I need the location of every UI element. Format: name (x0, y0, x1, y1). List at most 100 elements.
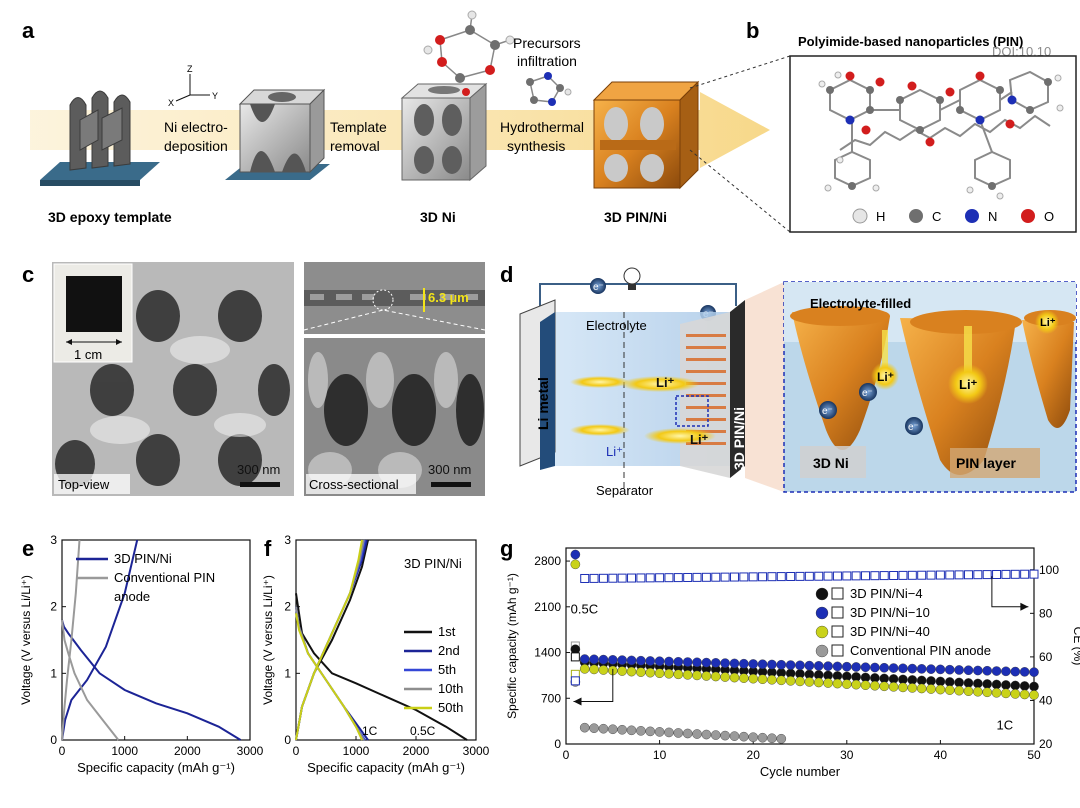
y2-tick-label: 100 (1039, 563, 1059, 577)
electron-label-left: e⁻ (593, 282, 604, 293)
capacity-point-conventional-pin-anode (645, 726, 656, 737)
capacity-point-3d-pin-ni-10 (1019, 667, 1030, 677)
capacity-point-3d-pin-ni-10 (935, 664, 946, 675)
y2-tick-label: 40 (1039, 693, 1053, 707)
capacity-point-3d-pin-ni-40 (757, 674, 768, 685)
x-tick-label: 2000 (403, 744, 430, 758)
zoom-pin-layer-label: PIN layer (956, 455, 1016, 471)
capacity-point-3d-pin-ni-4 (1019, 681, 1030, 691)
x-tick-label: 0 (563, 748, 570, 762)
legend-ball (815, 606, 829, 620)
ce-point-3d-pin-ni-10 (982, 570, 992, 580)
capacity-point-3d-pin-ni-10 (973, 665, 983, 676)
y-tick-label: 2100 (534, 600, 561, 614)
capacity-point-3d-pin-ni-40 (645, 667, 656, 678)
capacity-point-3d-pin-ni-40 (579, 664, 590, 674)
plot-frame (565, 547, 1035, 745)
pin-molecule-structure (818, 70, 1064, 200)
precursor-molecule-small (526, 72, 572, 106)
capacity-point-3d-pin-ni-10 (598, 654, 609, 665)
inset-scale-label: 1 cm (74, 347, 102, 362)
legend-label: Conventional PIN (114, 570, 215, 585)
legend-label-c: C (932, 209, 941, 224)
capacity-point-3d-pin-ni-10 (842, 661, 852, 672)
step-hydrothermal-2: synthesis (507, 138, 565, 154)
panel-g-letter: g (500, 536, 513, 561)
ce-point-3d-pin-ni-4 (570, 652, 580, 662)
li-ion-label-2: Li⁺ (690, 432, 709, 447)
capacity-point-3d-pin-ni-40 (720, 672, 730, 682)
li-ion-label-3: Li⁺ (606, 444, 623, 459)
capacity-point-3d-pin-ni-10 (963, 665, 974, 676)
ce-point-3d-pin-ni-10 (655, 573, 665, 583)
capacity-point-3d-pin-ni-10 (982, 665, 993, 676)
ce-point-3d-pin-ni-10 (739, 572, 749, 582)
ce-point-3d-pin-ni-10 (795, 571, 805, 581)
capacity-point-3d-pin-ni-10 (757, 659, 768, 670)
capacity-point-3d-pin-ni-10 (944, 664, 955, 675)
capacity-point-3d-pin-ni-4 (973, 678, 983, 689)
ce-point-3d-pin-ni-10 (814, 571, 824, 581)
capacity-point-conventional-pin-anode (608, 724, 618, 735)
capacity-point-3d-pin-ni-40 (898, 682, 908, 693)
legend-label: 3D PIN/Ni (114, 551, 172, 566)
ce-point-3d-pin-ni-10 (758, 572, 768, 582)
top-view-scalebar (240, 482, 280, 487)
legend-ball (815, 644, 829, 658)
ce-point-3d-pin-ni-10 (963, 570, 973, 580)
process-arrow (30, 92, 770, 168)
capacity-point-3d-pin-ni-40 (701, 671, 712, 681)
axis-z-label: Z (187, 64, 193, 74)
rate-label-0-5c: 0.5C (571, 601, 598, 616)
x-axis-title: Cycle number (760, 764, 841, 779)
capacity-point-3d-pin-ni-40 (682, 670, 693, 680)
y-tick-label: 3 (50, 533, 57, 547)
legend-ball (815, 625, 829, 639)
precursor-molecule-large (423, 10, 515, 96)
x-tick-label: 3000 (463, 744, 490, 758)
x-tick-label: 20 (747, 748, 761, 762)
axis-x-label: X (168, 98, 174, 108)
x-tick-label: 3000 (237, 744, 264, 758)
step-template-removal-1: Template (330, 119, 387, 135)
capacity-point-3d-pin-ni-40 (973, 686, 983, 697)
ce-axis-arrowhead (1020, 602, 1029, 611)
capacity-point-3d-pin-ni-4 (954, 677, 964, 688)
zoom-3d-ni-label: 3D Ni (813, 455, 849, 471)
label-3d-pin-ni: 3D PIN/Ni (604, 209, 667, 225)
ce-point-3d-pin-ni-10 (683, 572, 693, 582)
legend-ball (815, 587, 829, 601)
external-circuit-wire (539, 283, 737, 312)
capacity-point-3d-pin-ni-10 (664, 656, 674, 667)
capacity-point-3d-pin-ni-10 (785, 660, 796, 670)
ce-point-3d-pin-ni-10 (926, 570, 936, 580)
capacity-point-conventional-pin-anode (767, 733, 777, 744)
ce-point-3d-pin-ni-10 (608, 573, 618, 583)
capacity-point-3d-pin-ni-10 (1010, 666, 1021, 677)
zoom-electron-2: e⁻ (862, 388, 873, 399)
capacity-point-3d-pin-ni-40 (813, 677, 824, 688)
capacity-axis-arrow (573, 668, 614, 703)
ce-point-3d-pin-ni-10 (664, 573, 674, 583)
capacity-point-conventional-pin-anode (682, 728, 693, 739)
capacity-point-3d-pin-ni-40 (739, 673, 749, 683)
capacity-point-conventional-pin-anode (701, 729, 712, 740)
legend-square (831, 625, 844, 638)
capacity-point-3d-pin-ni-10 (954, 665, 964, 675)
ce-point-3d-pin-ni-10 (889, 570, 899, 580)
capacity-point-3d-pin-ni-40 (963, 686, 974, 696)
ce-point-3d-pin-ni-10 (711, 572, 721, 582)
x-tick-label: 40 (934, 748, 948, 762)
y-tick-label: 1 (50, 666, 57, 680)
rate-label-1c: 1C (362, 724, 378, 738)
capacity-point-conventional-pin-anode (636, 726, 646, 736)
capacity-point-3d-pin-ni-10 (739, 658, 749, 669)
capacity-point-3d-pin-ni-40 (767, 674, 777, 685)
zoom-title-label: Electrolyte-filled (810, 296, 911, 311)
chart-f-title: 3D PIN/Ni (404, 556, 462, 571)
capacity-point-conventional-pin-anode (589, 723, 599, 733)
zoom-electron-1: e⁻ (822, 406, 833, 417)
capacity-point-3d-pin-ni-10 (692, 657, 702, 668)
xyz-axis-icon (175, 74, 210, 102)
capacity-point-3d-pin-ni-40 (589, 664, 599, 675)
